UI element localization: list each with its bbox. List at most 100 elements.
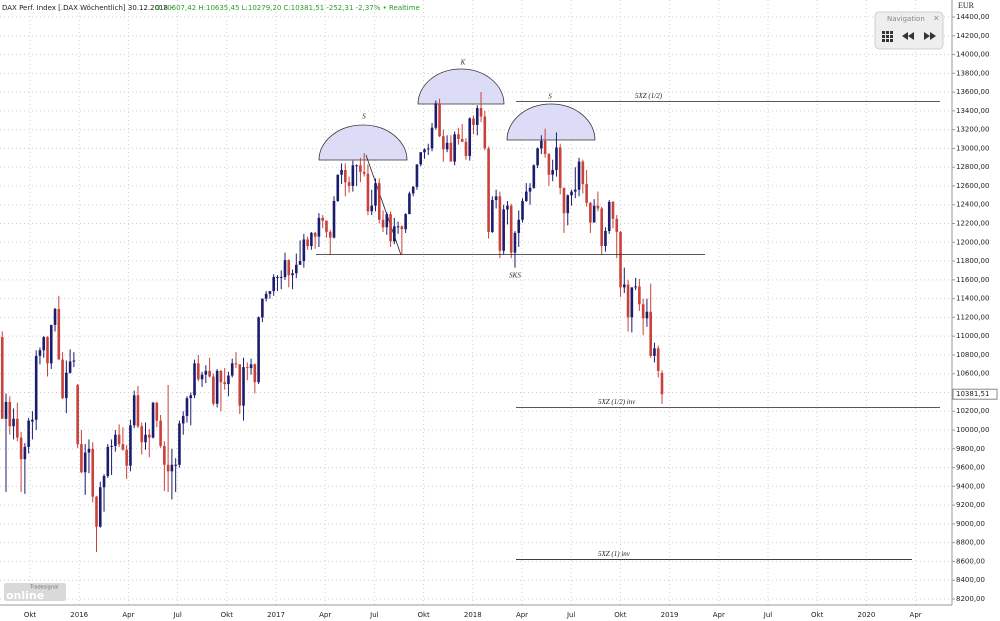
candle-body [638, 286, 641, 305]
y-tick-label: 9200,00 [956, 501, 985, 509]
candle-body [521, 200, 524, 220]
candle-body [313, 232, 317, 237]
pattern-label: SKS [509, 272, 521, 280]
candle-body [344, 170, 347, 183]
candle-body [502, 209, 505, 251]
y-tick-label: 12800,00 [956, 163, 989, 171]
candle-body [193, 363, 196, 396]
candle-body [16, 418, 19, 438]
candle-body [359, 165, 362, 172]
candle-body [385, 214, 389, 228]
candle-body [227, 375, 230, 385]
x-tick-label: Apr [713, 611, 725, 619]
candle-body [129, 425, 132, 466]
navigation-title: Navigation [887, 15, 925, 23]
pattern-label: S [362, 113, 366, 121]
logo-box [4, 583, 66, 601]
candle-body [558, 147, 562, 188]
x-tick-label: Okt [417, 611, 430, 619]
level-label: 5XZ (1) inv [598, 550, 631, 558]
candle-body [340, 170, 343, 175]
candle-body [117, 434, 121, 445]
candle-body [423, 149, 426, 153]
y-tick-label: 14200,00 [956, 32, 989, 40]
navigation-close[interactable]: × [933, 14, 940, 23]
candle-body [279, 277, 283, 279]
candle-body [540, 140, 543, 149]
candle-body [230, 363, 234, 376]
candle-body [604, 231, 607, 247]
candle-body [592, 205, 596, 223]
candle-body [242, 367, 245, 406]
candle-body [38, 350, 42, 356]
y-tick-label: 12000,00 [956, 238, 989, 246]
y-tick-label: 8200,00 [956, 595, 985, 603]
candle-body [430, 127, 434, 149]
candle-body [351, 165, 355, 186]
last-price-box [952, 388, 998, 400]
candle-body [95, 496, 98, 527]
candle-body [155, 402, 159, 421]
x-tick-label: Okt [24, 611, 37, 619]
candle-body [136, 395, 140, 427]
y-tick-label: 11400,00 [956, 295, 989, 303]
y-tick-label: 13000,00 [956, 144, 989, 152]
y-tick-label: 14400,00 [956, 13, 989, 21]
shoulder-arc [318, 124, 408, 161]
header-quote: O:10607,42 H:10635,45 L:10279,20 C:10381… [155, 4, 420, 12]
candle-body [102, 476, 106, 488]
y-tick-label: 8600,00 [956, 557, 985, 565]
candle-body [419, 152, 423, 165]
candle-body [513, 232, 517, 253]
candle-body [125, 449, 128, 466]
candle-body [634, 286, 637, 288]
candle-body [287, 260, 291, 276]
y-tick-label: 11200,00 [956, 313, 989, 321]
navigation-panel[interactable]: Navigation × [874, 11, 944, 50]
y-tick-label: 11600,00 [956, 276, 989, 284]
x-tick-label: 2020 [857, 611, 875, 619]
candle-body [374, 183, 377, 206]
candle-body [114, 434, 117, 446]
candle-body [600, 208, 603, 247]
candle-body [61, 359, 64, 399]
candle-body [163, 445, 166, 465]
candle-body [442, 136, 445, 150]
candle-body [449, 142, 453, 162]
candle-body [619, 231, 622, 288]
back-button[interactable] [902, 32, 914, 40]
candle-body [246, 367, 249, 369]
candle-body [426, 148, 430, 150]
candle-body [362, 171, 366, 174]
y-tick-label: 9000,00 [956, 520, 985, 528]
grid-button[interactable] [882, 31, 893, 42]
candle-body [276, 277, 279, 279]
candle-body [87, 448, 91, 453]
candle-body [4, 401, 8, 419]
candle-body [332, 200, 336, 238]
candle-body [27, 420, 30, 447]
candle-body [181, 415, 185, 424]
candle-body [460, 139, 464, 142]
candle-body [396, 226, 400, 228]
candle-body [132, 395, 136, 426]
candle-body [641, 304, 645, 319]
candle-body [0, 337, 4, 419]
candle-body [491, 200, 494, 232]
candle-body [404, 214, 407, 230]
candle-body [298, 261, 302, 265]
y-tick-label: 14000,00 [956, 51, 989, 59]
candle-body [536, 148, 539, 166]
candle-body [291, 273, 294, 276]
candle-body [453, 134, 456, 162]
candle-body [147, 434, 151, 438]
candle-body [234, 363, 238, 365]
forward-button[interactable] [924, 32, 936, 40]
candle-body [623, 284, 626, 288]
candle-body [468, 118, 472, 156]
candle-body [12, 418, 15, 427]
level-label: 5XZ (1/2) [635, 92, 663, 100]
candle-body [570, 191, 573, 196]
candle-body [321, 217, 324, 221]
candle-body [121, 444, 125, 450]
